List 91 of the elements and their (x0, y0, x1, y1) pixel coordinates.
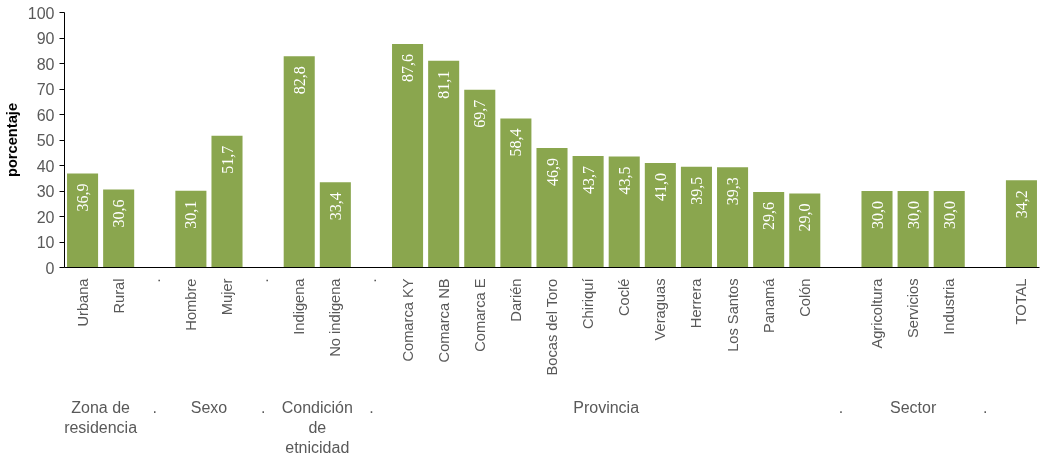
text: Condición de etnicidad (281, 398, 353, 457)
bar (789, 193, 821, 268)
bar (717, 167, 749, 268)
data-label: 87,6 (399, 54, 417, 83)
bar (933, 191, 965, 268)
y-axis-title: porcentaje (3, 102, 20, 178)
data-label: 30,0 (904, 201, 922, 229)
text: Sector (889, 398, 937, 416)
bar (428, 60, 460, 268)
text: . (260, 398, 266, 416)
y-tick-label: 60 (36, 106, 55, 124)
text: . (152, 398, 158, 416)
bar (319, 182, 351, 268)
bar (644, 162, 676, 268)
x-tick-label: Comarca NB (435, 278, 452, 363)
y-tick-label: 10 (36, 234, 55, 251)
text: Provincia (573, 398, 640, 416)
text: Sexo (190, 398, 228, 416)
data-label: 29,6 (760, 202, 778, 231)
y-tick-label: 0 (45, 259, 55, 277)
data-label: 39,3 (724, 177, 742, 206)
data-label: 81,1 (435, 70, 453, 99)
x-tick-label: Industria (941, 277, 958, 335)
bar (897, 191, 929, 268)
data-label: 39,5 (687, 176, 705, 205)
x-tick-label: Servicios (905, 278, 922, 338)
x-tick-label: Rural (110, 278, 127, 314)
data-label: 82,8 (290, 66, 308, 95)
x-tick-label: . (146, 278, 163, 283)
bar (103, 189, 135, 268)
y-tick-label: 80 (36, 55, 55, 73)
data-label: 30,0 (868, 201, 886, 229)
text: . (369, 398, 374, 416)
bar (753, 192, 785, 268)
x-tick-label: Urbana (74, 277, 91, 327)
x-tick-label: Veraguas (652, 278, 669, 341)
x-tick-label: Colón (796, 278, 813, 317)
text: Zona de residencia (64, 398, 138, 436)
x-tick-label: Panamá (760, 277, 777, 334)
bar (464, 89, 496, 268)
bar (536, 147, 568, 268)
y-tick-label: 90 (36, 30, 55, 47)
data-label: 43,7 (579, 166, 597, 195)
data-label: 51,7 (218, 145, 236, 174)
x-tick-label: Herrera (688, 277, 705, 329)
data-label: 69,7 (471, 99, 489, 128)
bar (680, 166, 712, 268)
y-tick-label: 20 (36, 208, 55, 226)
data-label: 46,9 (543, 157, 561, 186)
data-label: 43,5 (615, 166, 633, 195)
data-label: 36,9 (74, 183, 92, 212)
data-label: 34,2 (1012, 190, 1030, 219)
bar (283, 56, 315, 268)
bar (175, 190, 207, 268)
data-label: 33,4 (326, 192, 344, 221)
bar (861, 191, 893, 268)
bar (211, 135, 243, 268)
x-tick-label: Agricoltura (869, 277, 885, 349)
x-tick-label: Bocas del Toro (544, 278, 560, 376)
y-tick-label: 40 (36, 157, 55, 175)
text: . (983, 398, 988, 416)
y-tick-label: 100 (27, 4, 55, 22)
text: . (838, 398, 844, 416)
data-label: 29,0 (796, 203, 814, 232)
x-tick-label: Mujer (219, 278, 235, 316)
data-label: 30,6 (110, 199, 128, 228)
data-label: 30,0 (940, 201, 958, 229)
x-tick-label: TOTAL (1013, 278, 1030, 325)
bar (67, 173, 99, 268)
x-tick-label: Darién (507, 278, 524, 322)
y-tick-label: 50 (36, 132, 55, 149)
data-label: 30,1 (182, 200, 200, 229)
y-tick-label: 70 (36, 81, 55, 98)
x-tick-label: Coclé (616, 278, 633, 316)
data-label: 58,4 (507, 128, 525, 157)
bar (608, 156, 640, 268)
x-tick-label: Comarca E (471, 278, 488, 352)
y-tick-label: 30 (36, 183, 55, 200)
x-tick-label: . (255, 278, 272, 283)
bar (392, 44, 424, 268)
data-label: 41,0 (651, 172, 669, 201)
x-tick-label: Hombre (182, 278, 199, 331)
x-tick-label: No indigena (327, 277, 344, 357)
x-tick-label: Comarca KY (399, 278, 416, 362)
bar (500, 118, 532, 268)
x-tick-label: Chiriquí (580, 278, 597, 329)
bar (1005, 180, 1037, 268)
x-tick-label: . (363, 278, 380, 283)
x-tick-label: Los Santos (724, 278, 741, 352)
bar (572, 156, 604, 268)
x-tick-label: Indigena (291, 277, 308, 335)
